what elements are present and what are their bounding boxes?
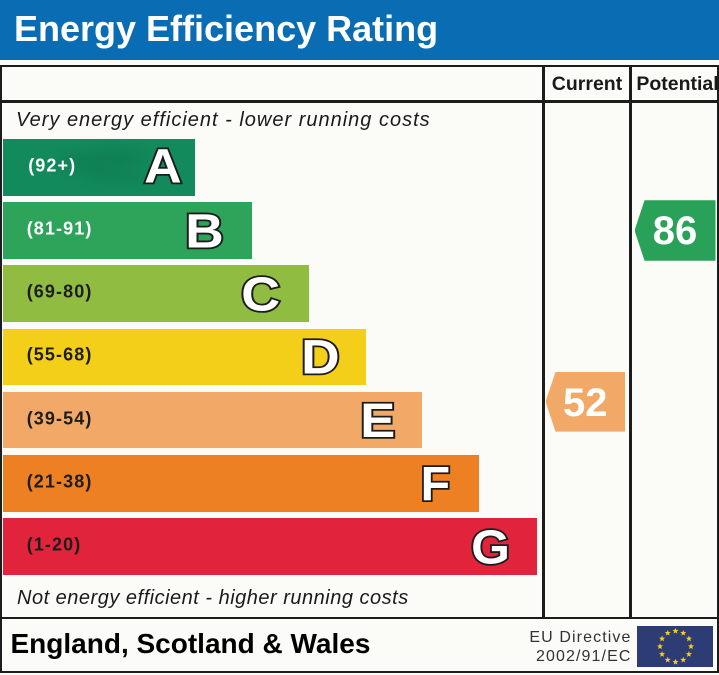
svg-text:B: B: [185, 205, 224, 258]
svg-text:G: G: [471, 521, 510, 574]
svg-text:D: D: [301, 332, 340, 385]
svg-text:E: E: [360, 395, 395, 448]
svg-text:F: F: [421, 458, 451, 511]
svg-text:C: C: [241, 269, 280, 322]
svg-text:A: A: [144, 141, 182, 194]
